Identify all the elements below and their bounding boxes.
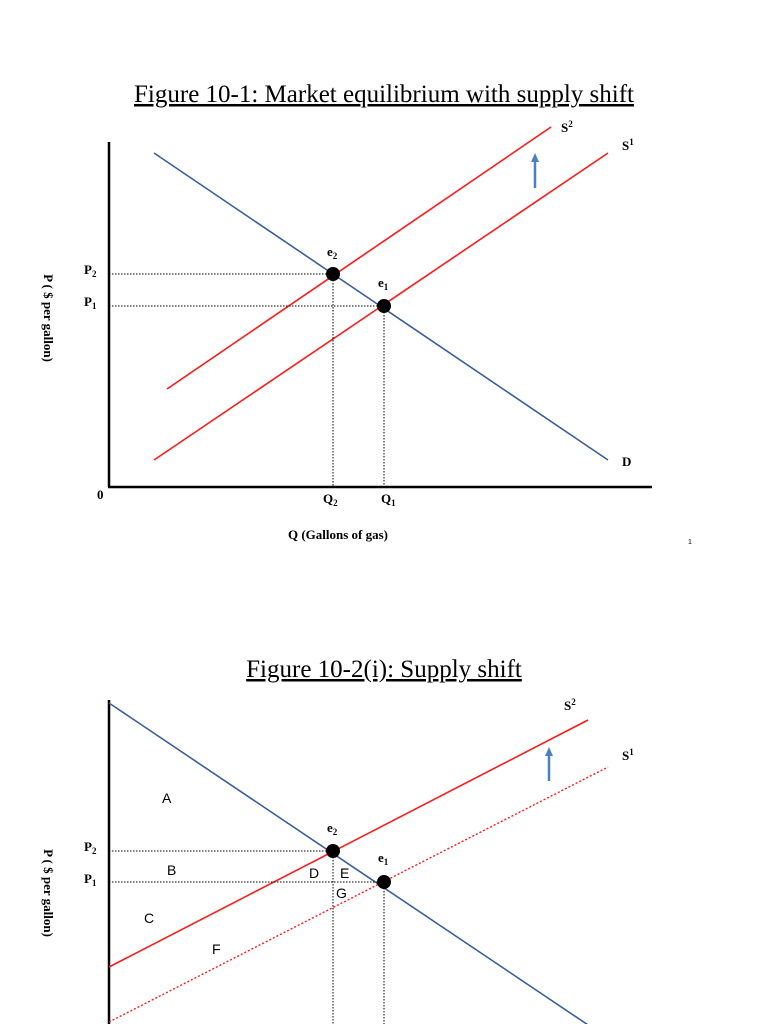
figure-2-e1-label: e1 — [378, 850, 389, 867]
figure-2-p1-label: P1 — [84, 871, 97, 888]
figure-1-p1-label: P1 — [84, 294, 97, 311]
area-label-c: C — [144, 910, 154, 926]
figure-10-1: Figure 10-1: Market equilibrium with sup… — [41, 81, 692, 546]
figure-1-shift-arrow-head — [531, 153, 539, 162]
figure-2-y-axis-label: P ( $ per gallon) — [41, 849, 56, 937]
figure-2-title: Figure 10-2(i): Supply shift — [246, 656, 522, 683]
figure-1-q1-label: Q1 — [381, 491, 396, 508]
figure-2-demand-curve — [108, 702, 589, 1024]
area-label-f: F — [212, 941, 221, 957]
area-label-e: E — [340, 865, 349, 881]
figure-1-p2-label: P2 — [84, 262, 97, 279]
figure-2-equilibrium-e1 — [377, 875, 391, 889]
area-label-g: G — [336, 885, 347, 901]
figure-1-equilibrium-e1 — [377, 299, 391, 313]
figure-2-e2-label: e2 — [327, 820, 338, 837]
figure-2-shift-arrow-head — [545, 747, 553, 756]
figure-1-origin-label: 0 — [97, 487, 104, 502]
page-number: 1 — [688, 539, 692, 546]
figure-2-p2-label: P2 — [84, 839, 97, 856]
figure-1-title: Figure 10-1: Market equilibrium with sup… — [134, 81, 634, 108]
figure-1-x-axis-label: Q (Gallons of gas) — [288, 527, 388, 542]
area-label-a: A — [162, 790, 172, 806]
figure-1-supply-curve-s2 — [166, 126, 552, 390]
figure-2-s2-label: S2 — [564, 697, 576, 713]
figure-2-supply-curve-s2 — [108, 719, 589, 968]
figure-2-supply-curve-s1 — [108, 766, 609, 1023]
figure-1-equilibrium-e2 — [326, 267, 340, 281]
figure-2-s1-label: S1 — [622, 747, 634, 763]
figure-2-equilibrium-e2 — [326, 844, 340, 858]
figure-10-2i: Figure 10-2(i): Supply shift P ( $ per g… — [41, 656, 634, 1024]
figure-1-e1-label: e1 — [378, 275, 389, 292]
figure-1-e2-label: e2 — [327, 244, 338, 261]
figure-1-s2-label: S2 — [561, 119, 573, 135]
figure-1-s1-label: S1 — [622, 137, 634, 153]
area-label-b: B — [167, 862, 176, 878]
figure-1-y-axis-label: P ( $ per gallon) — [41, 274, 56, 362]
figure-1-demand-label: D — [622, 454, 631, 469]
area-label-d: D — [309, 865, 319, 881]
figure-1-q2-label: Q2 — [323, 491, 338, 508]
